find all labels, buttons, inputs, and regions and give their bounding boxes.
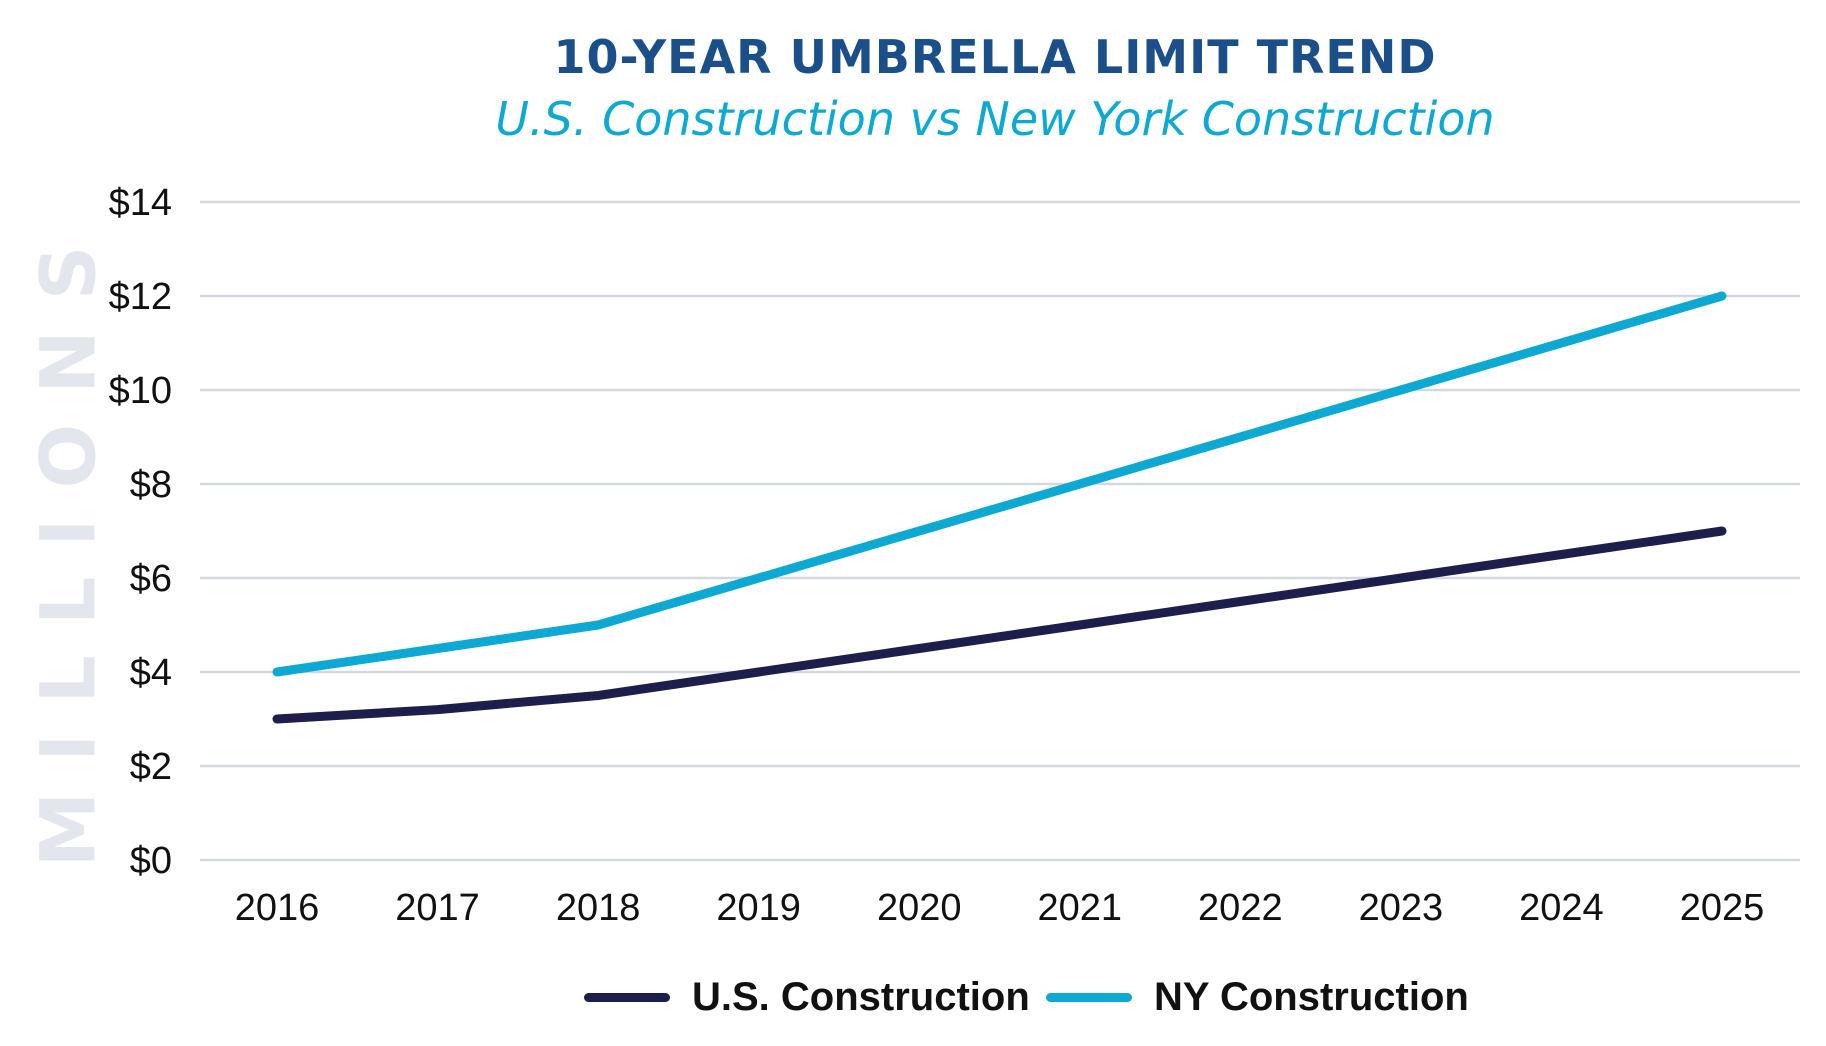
x-tick-label: 2017 xyxy=(395,887,480,929)
y-tick-label: $10 xyxy=(109,370,172,412)
y-tick-label: $0 xyxy=(130,840,172,882)
legend-item-ny-construction[interactable]: NY Construction xyxy=(1046,972,1469,1022)
x-tick-label: 2022 xyxy=(1198,887,1283,929)
x-tick-label: 2024 xyxy=(1519,887,1604,929)
y-tick-label: $2 xyxy=(130,746,172,788)
y-tick-label: $8 xyxy=(130,464,172,506)
x-tick-label: 2023 xyxy=(1359,887,1444,929)
chart-subtitle: U.S. Construction vs New York Constructi… xyxy=(495,92,1495,146)
series-lines xyxy=(272,291,1727,724)
x-tick-label: 2020 xyxy=(877,887,962,929)
y-tick-label: $4 xyxy=(130,652,172,694)
legend-label-ny-construction: NY Construction xyxy=(1154,974,1469,1019)
chart-title: 10-YEAR UMBRELLA LIMIT TREND xyxy=(553,30,1437,84)
x-tick-label: 2018 xyxy=(556,887,641,929)
y-axis-ticks: $0 $2 $4 $6 $8 $10 $12 $14 xyxy=(109,182,172,882)
legend-swatch-us-construction xyxy=(584,992,670,1002)
x-tick-label: 2025 xyxy=(1680,887,1765,929)
series-line-ny-construction[interactable] xyxy=(272,291,1727,677)
legend-label-us-construction: U.S. Construction xyxy=(692,974,1030,1019)
legend-swatch-ny-construction xyxy=(1046,992,1132,1002)
x-axis-ticks: 2016 2017 2018 2019 2020 2021 2022 2023 2024 2025 xyxy=(235,887,1765,929)
y-tick-label: $6 xyxy=(130,558,172,600)
x-tick-label: 2016 xyxy=(235,887,320,929)
x-tick-label: 2019 xyxy=(716,887,801,929)
x-tick-label: 2021 xyxy=(1038,887,1123,929)
series-line-u-s-construction[interactable] xyxy=(272,526,1727,724)
legend: U.S. Construction NY Construction xyxy=(0,972,1826,1022)
grid-lines xyxy=(200,200,1800,862)
y-tick-label: $14 xyxy=(109,182,172,224)
y-tick-label: $12 xyxy=(109,276,172,318)
legend-item-us-construction[interactable]: U.S. Construction xyxy=(584,972,1030,1022)
